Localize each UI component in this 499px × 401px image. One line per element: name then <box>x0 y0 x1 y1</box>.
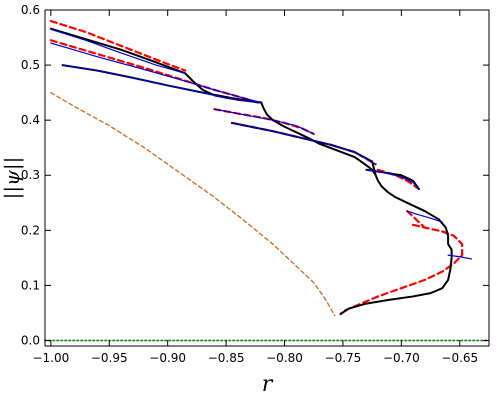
series-dashed-red-2-5 <box>406 209 426 229</box>
y-axis-label: ||ψ|| <box>0 157 25 200</box>
series-solid-blue-7-3 <box>213 108 315 135</box>
series-solid-blue-7-2 <box>61 64 262 104</box>
y-tick-label: 0.1 <box>21 278 40 292</box>
series-solid-black-branch-5-0 <box>230 121 377 177</box>
y-tick-label: 0.5 <box>21 58 40 72</box>
series-solid-blue-7-4 <box>231 122 377 165</box>
series-dashed-red-2-0 <box>49 19 187 72</box>
x-tick-label: −0.90 <box>149 351 186 365</box>
series-dashed-red-2-6 <box>339 223 464 316</box>
x-tick-label: −1.00 <box>32 351 69 365</box>
y-tick-label: 0.2 <box>21 223 40 237</box>
series-solid-blue-7-0 <box>50 28 186 74</box>
series-solid-blue-7-6 <box>406 210 443 223</box>
y-tick-label: 0.3 <box>21 168 40 182</box>
series-solid-blue-7-5 <box>365 169 420 190</box>
y-tick-label: 0.4 <box>21 113 40 127</box>
y-axis-ticks: 0.0 0.1 0.2 0.3 0.4 0.5 0.6 <box>21 3 489 347</box>
x-axis-label: r <box>262 372 274 397</box>
x-tick-label: −0.95 <box>91 351 128 365</box>
y-tick-label: 0.0 <box>21 333 40 347</box>
series-solid-blue-7-1 <box>50 42 262 104</box>
x-tick-label: −0.65 <box>441 351 478 365</box>
plot-series <box>44 19 490 342</box>
x-tick-label: −0.80 <box>266 351 303 365</box>
x-tick-label: −0.85 <box>208 351 245 365</box>
x-tick-label: −0.75 <box>325 351 362 365</box>
y-tick-label: 0.6 <box>21 3 40 17</box>
series-solid-blue-7-7 <box>447 254 473 260</box>
x-tick-label: −0.70 <box>383 351 420 365</box>
plot-frame <box>44 9 490 347</box>
series-dashed-orange-0-0 <box>50 91 336 317</box>
series-solid-black-3-0 <box>49 27 453 316</box>
x-axis-ticks: −1.00 −0.95 −0.90 −0.85 −0.80 −0.75 −0.70 −0.65 <box>32 10 478 365</box>
